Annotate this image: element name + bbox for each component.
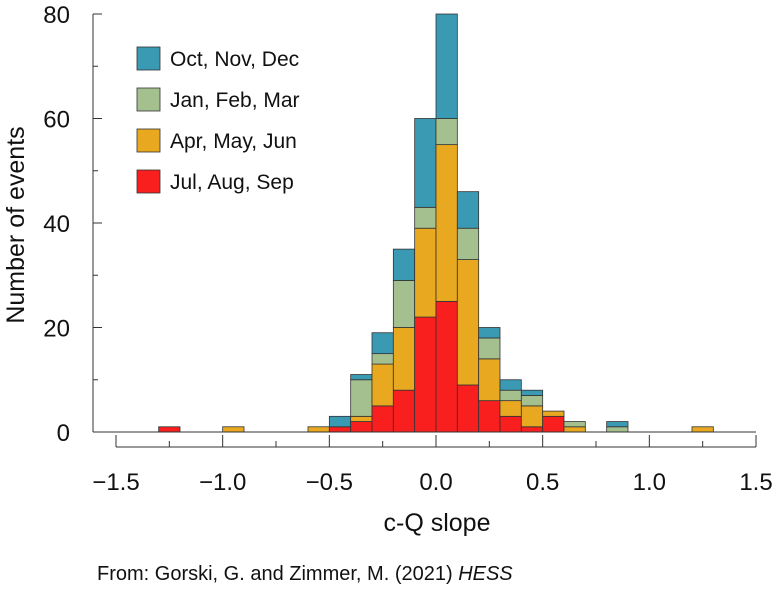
bar-segment: [328, 415, 352, 428]
bar-segment: [435, 13, 458, 119]
bar-segment: [478, 358, 501, 402]
legend-swatch: [136, 169, 161, 194]
y-axis-title: Number of events: [2, 126, 30, 323]
bar-segment: [520, 405, 544, 428]
legend-label: Apr, May, Jun: [170, 130, 297, 153]
bar-segment: [392, 327, 416, 391]
bar-segment: [520, 426, 544, 433]
bar-segment: [371, 353, 394, 365]
x-tick-label: −0.5: [306, 469, 353, 496]
ticks-group: −1.5 −1.0 −0.5 0.0 0.5 1.0 1.5 0 20 40 60 80: [43, 2, 772, 496]
bar-segment: [478, 327, 501, 339]
bar-segment: [542, 415, 565, 433]
bar-segment: [563, 426, 586, 433]
bar-segment: [456, 191, 480, 229]
bar-segment: [499, 389, 522, 402]
bar-segment: [542, 410, 565, 417]
y-tick-label: 80: [43, 2, 70, 29]
x-tick-label: 1.5: [739, 469, 772, 496]
bar-segment: [414, 118, 437, 208]
bar-segment: [371, 363, 394, 407]
x-tick-label: −1.0: [199, 469, 246, 496]
x-axis-title: c-Q slope: [384, 509, 491, 537]
bar-segment: [350, 374, 373, 381]
bar-segment: [307, 426, 330, 433]
y-tick-label: 40: [43, 211, 70, 238]
legend-swatch: [136, 87, 161, 112]
legend-swatch: [136, 128, 161, 153]
x-tick-label: 0.5: [526, 469, 559, 496]
legend: Oct, Nov, Dec Jan, Feb, Mar Apr, May, Jun J…: [136, 46, 300, 194]
legend-label: Jul, Aug, Sep: [170, 171, 294, 194]
bar-segment: [520, 389, 544, 396]
bar-segment: [478, 337, 501, 360]
credit-journal: HESS: [458, 563, 513, 585]
x-tick-label: −1.5: [92, 469, 139, 496]
bar-segment: [158, 426, 181, 433]
bar-segment: [563, 421, 586, 428]
bar-segment: [328, 426, 352, 433]
y-tick-label: 60: [43, 107, 70, 134]
bar-segment: [456, 259, 480, 386]
legend-label: Oct, Nov, Dec: [170, 48, 299, 71]
bar-segment: [435, 118, 458, 146]
bar-segment: [435, 144, 458, 302]
bar-segment: [520, 395, 544, 407]
bar-segment: [499, 415, 522, 433]
y-tick-label: 20: [43, 316, 70, 343]
bar-segment: [392, 389, 416, 433]
bar-segment: [371, 405, 394, 433]
bar-segment: [606, 426, 629, 433]
bar-segment: [222, 426, 245, 433]
y-tick-label: 0: [57, 420, 70, 447]
credit-text: From: Gorski, G. and Zimmer, M. (2021): [97, 563, 459, 585]
bar-segment: [414, 316, 437, 433]
bar-segment: [691, 426, 714, 433]
source-credit: From: Gorski, G. and Zimmer, M. (2021) H…: [97, 563, 513, 586]
x-tick-label: 0.0: [419, 469, 452, 496]
bar-segment: [499, 400, 522, 417]
bars-group: [158, 13, 714, 433]
bar-segment: [456, 384, 480, 433]
bar-segment: [350, 379, 373, 417]
bar-segment: [371, 332, 394, 355]
legend-label: Jan, Feb, Mar: [170, 89, 300, 112]
bar-segment: [392, 248, 416, 281]
bar-segment: [499, 379, 522, 391]
legend-swatch: [136, 46, 161, 71]
bar-segment: [414, 227, 437, 318]
bar-segment: [414, 206, 437, 229]
bar-segment: [478, 400, 501, 433]
bar-segment: [456, 227, 480, 260]
bar-segment: [392, 280, 416, 328]
bar-segment: [435, 300, 458, 433]
x-tick-label: 1.0: [633, 469, 666, 496]
bar-segment: [350, 421, 373, 433]
bar-segment: [350, 415, 373, 422]
bar-segment: [606, 421, 629, 428]
